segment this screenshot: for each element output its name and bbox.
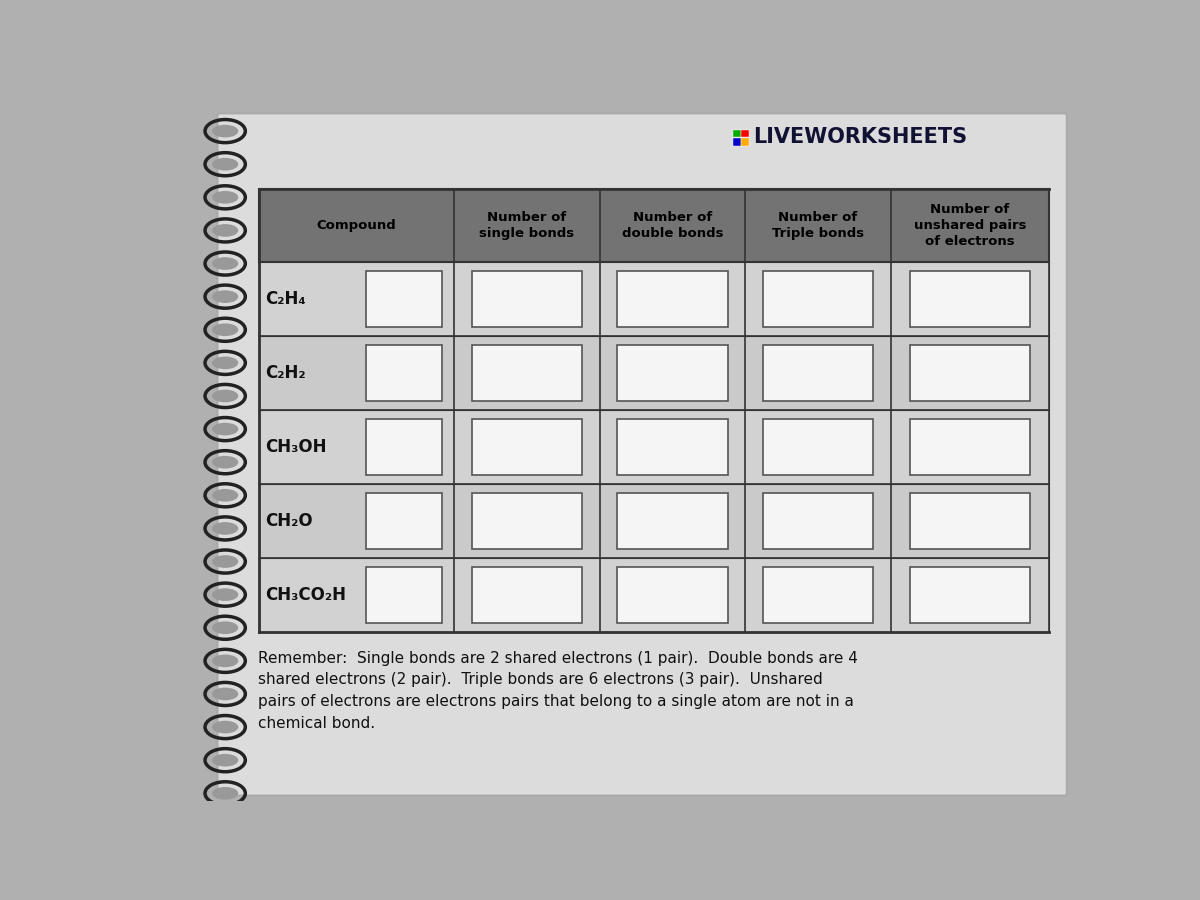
Bar bbox=[742, 138, 749, 146]
Text: C₂H₂: C₂H₂ bbox=[265, 364, 305, 382]
FancyBboxPatch shape bbox=[217, 113, 1067, 796]
Bar bbox=[763, 492, 874, 549]
Ellipse shape bbox=[212, 522, 239, 535]
Bar bbox=[763, 271, 874, 327]
Ellipse shape bbox=[212, 390, 239, 402]
Ellipse shape bbox=[212, 489, 239, 501]
Bar bbox=[763, 418, 874, 475]
Text: Number of
double bonds: Number of double bonds bbox=[622, 211, 724, 240]
Ellipse shape bbox=[212, 721, 239, 734]
Bar bbox=[617, 345, 728, 401]
Ellipse shape bbox=[212, 621, 239, 634]
Bar bbox=[366, 567, 443, 623]
Bar bbox=[910, 418, 1030, 475]
Bar bbox=[366, 492, 443, 549]
Ellipse shape bbox=[212, 257, 239, 270]
Ellipse shape bbox=[212, 688, 239, 700]
Bar bbox=[258, 484, 1049, 558]
Text: C₂H₄: C₂H₄ bbox=[265, 290, 306, 308]
Bar bbox=[472, 492, 582, 549]
Bar bbox=[366, 271, 443, 327]
Text: Number of
Triple bonds: Number of Triple bonds bbox=[772, 211, 864, 240]
Text: CH₃OH: CH₃OH bbox=[265, 437, 326, 455]
Ellipse shape bbox=[212, 291, 239, 303]
Ellipse shape bbox=[212, 158, 239, 171]
Bar bbox=[472, 418, 582, 475]
Ellipse shape bbox=[212, 589, 239, 601]
Text: Compound: Compound bbox=[317, 219, 396, 232]
Bar bbox=[910, 492, 1030, 549]
Bar bbox=[742, 130, 749, 138]
Text: Number of
unshared pairs
of electrons: Number of unshared pairs of electrons bbox=[913, 202, 1026, 248]
Bar bbox=[763, 345, 874, 401]
Bar bbox=[763, 567, 874, 623]
Bar bbox=[258, 336, 1049, 410]
Bar bbox=[258, 410, 1049, 484]
Bar bbox=[910, 567, 1030, 623]
Ellipse shape bbox=[212, 423, 239, 436]
Ellipse shape bbox=[212, 555, 239, 568]
Ellipse shape bbox=[212, 191, 239, 203]
Bar bbox=[258, 189, 1049, 262]
Bar bbox=[617, 418, 728, 475]
Bar bbox=[472, 271, 582, 327]
Ellipse shape bbox=[212, 125, 239, 138]
Ellipse shape bbox=[212, 323, 239, 336]
Ellipse shape bbox=[212, 787, 239, 800]
Bar bbox=[472, 567, 582, 623]
Bar bbox=[258, 558, 1049, 632]
Text: CH₂O: CH₂O bbox=[265, 512, 312, 530]
Ellipse shape bbox=[212, 754, 239, 767]
Bar bbox=[617, 492, 728, 549]
Text: Remember:  Single bonds are 2 shared electrons (1 pair).  Double bonds are 4
sha: Remember: Single bonds are 2 shared elec… bbox=[258, 651, 858, 731]
Text: LIVEWORKSHEETS: LIVEWORKSHEETS bbox=[752, 127, 967, 148]
Bar bbox=[617, 271, 728, 327]
Bar bbox=[258, 262, 1049, 336]
Bar bbox=[472, 345, 582, 401]
Ellipse shape bbox=[212, 455, 239, 469]
Bar bbox=[366, 418, 443, 475]
Bar bbox=[910, 271, 1030, 327]
Ellipse shape bbox=[212, 654, 239, 667]
Bar bbox=[733, 130, 740, 138]
Ellipse shape bbox=[212, 224, 239, 237]
Text: CH₃CO₂H: CH₃CO₂H bbox=[265, 586, 346, 604]
Text: Number of
single bonds: Number of single bonds bbox=[479, 211, 575, 240]
Bar bbox=[366, 345, 443, 401]
Bar bbox=[733, 138, 740, 146]
Ellipse shape bbox=[212, 356, 239, 369]
Bar bbox=[910, 345, 1030, 401]
Bar bbox=[617, 567, 728, 623]
